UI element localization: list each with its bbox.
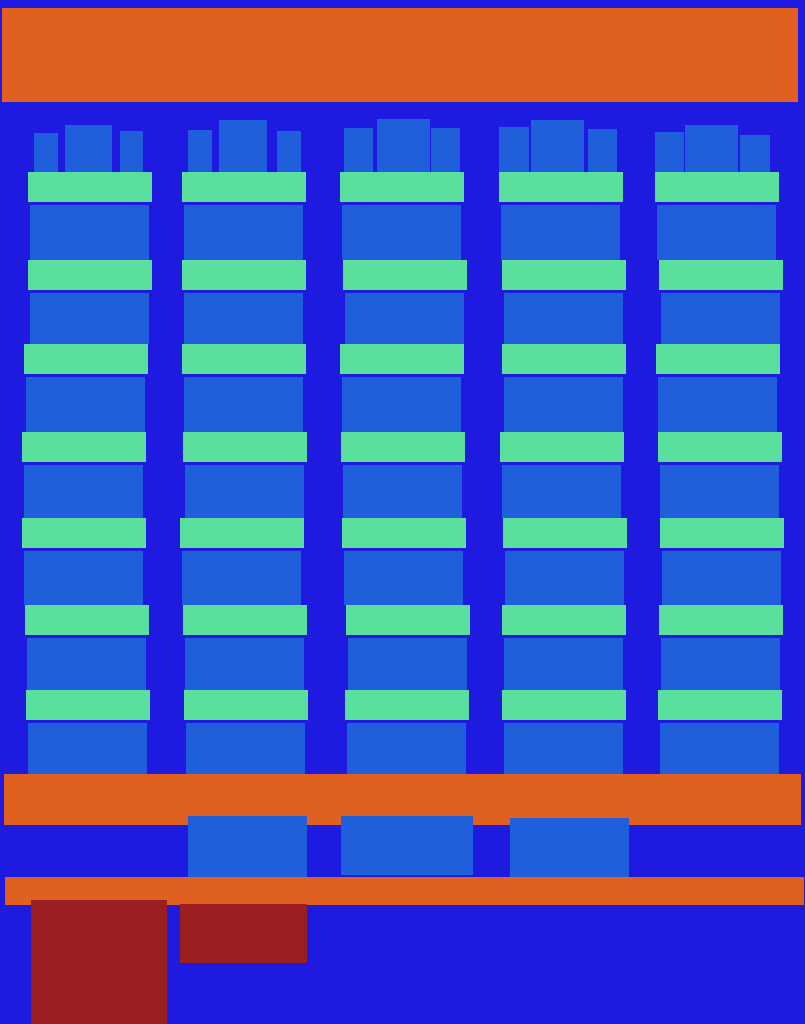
tower-3-level-1-green-slab <box>340 172 464 202</box>
lower-tile-1 <box>188 816 307 880</box>
tower-4-cap-tile <box>499 127 529 172</box>
tower-3-level-3-blue-tile <box>342 377 461 432</box>
tower-3-level-7-green-slab <box>345 690 469 720</box>
tower-2-level-3-blue-tile <box>184 377 303 432</box>
tower-4-level-4-green-slab <box>500 432 624 462</box>
tower-3-level-5-blue-tile <box>344 551 463 605</box>
tower-5-level-2-blue-tile <box>661 293 780 344</box>
tower-1-level-1-green-slab <box>28 172 152 202</box>
lower-tile-2 <box>341 816 473 875</box>
tower-3-level-7-blue-tile <box>347 723 466 778</box>
tower-3-level-2-blue-tile <box>345 293 464 344</box>
tower-2-level-7-blue-tile <box>186 723 305 778</box>
tower-1-level-4-blue-tile <box>24 465 143 518</box>
tower-3-cap-tile <box>377 119 430 172</box>
tower-2-level-1-blue-tile <box>184 205 303 260</box>
tower-2-level-2-blue-tile <box>184 293 303 344</box>
tower-3-level-4-blue-tile <box>343 465 462 518</box>
tower-3-level-1-blue-tile <box>342 205 461 260</box>
tower-5-cap-tile <box>655 132 684 176</box>
tower-2-level-4-blue-tile <box>185 465 304 518</box>
tower-3-level-3-green-slab <box>340 344 464 374</box>
tower-5-level-7-green-slab <box>658 690 782 720</box>
tower-1-level-1-blue-tile <box>30 205 149 260</box>
tower-5-level-5-green-slab <box>660 518 784 548</box>
red-crate-1 <box>31 900 167 1024</box>
top-orange-bar <box>2 8 798 102</box>
tower-3-level-4-green-slab <box>341 432 465 462</box>
tower-2-level-2-green-slab <box>182 260 306 290</box>
tower-1-cap-tile <box>120 131 143 173</box>
tower-2-level-5-green-slab <box>180 518 304 548</box>
tower-3-level-6-green-slab <box>346 605 470 635</box>
tower-2-level-1-green-slab <box>182 172 306 202</box>
tower-2-cap-tile <box>277 131 301 173</box>
tower-5-level-3-green-slab <box>656 344 780 374</box>
tower-5-level-6-green-slab <box>659 605 783 635</box>
tower-4-cap-tile <box>588 129 617 172</box>
tower-5-level-1-blue-tile <box>657 205 776 260</box>
tower-5-level-2-green-slab <box>659 260 783 290</box>
tower-2-level-3-green-slab <box>182 344 306 374</box>
tower-1-level-6-green-slab <box>25 605 149 635</box>
tower-1-level-3-blue-tile <box>26 377 145 432</box>
tower-3-level-6-blue-tile <box>348 638 467 690</box>
lower-tile-3 <box>510 818 629 882</box>
tower-4-level-2-blue-tile <box>504 293 623 344</box>
tower-2-level-4-green-slab <box>183 432 307 462</box>
tower-4-level-3-blue-tile <box>504 377 623 432</box>
tower-2-cap-tile <box>219 120 267 173</box>
tower-1-level-3-green-slab <box>24 344 148 374</box>
tower-4-level-7-blue-tile <box>504 723 623 778</box>
tower-5-cap-tile <box>740 135 770 176</box>
tower-5-level-5-blue-tile <box>662 551 781 605</box>
tower-1-level-6-blue-tile <box>27 638 146 690</box>
tower-1-level-7-blue-tile <box>28 723 147 778</box>
tower-1-level-2-blue-tile <box>30 293 149 344</box>
tower-4-level-4-blue-tile <box>502 465 621 518</box>
tower-1-level-5-green-slab <box>22 518 146 548</box>
tower-4-level-5-green-slab <box>503 518 627 548</box>
tower-2-level-6-blue-tile <box>185 638 304 690</box>
tower-4-level-6-green-slab <box>502 605 626 635</box>
tower-3-cap-tile <box>431 128 460 172</box>
tower-2-level-5-blue-tile <box>182 551 301 605</box>
tower-4-level-3-green-slab <box>502 344 626 374</box>
tower-1-cap-tile <box>65 125 112 173</box>
tower-2-level-7-green-slab <box>184 690 308 720</box>
tower-4-level-1-green-slab <box>499 172 623 202</box>
tower-5-cap-tile <box>685 125 738 176</box>
tower-4-level-1-blue-tile <box>501 205 620 260</box>
tower-1-level-4-green-slab <box>22 432 146 462</box>
tower-5-level-4-blue-tile <box>660 465 779 518</box>
tower-1-level-2-green-slab <box>28 260 152 290</box>
red-crate-2 <box>180 904 307 963</box>
tower-1-level-5-blue-tile <box>24 551 143 605</box>
tower-4-level-7-green-slab <box>502 690 626 720</box>
tower-1-cap-tile <box>34 133 58 173</box>
tower-4-level-6-blue-tile <box>504 638 623 690</box>
tower-5-level-3-blue-tile <box>658 377 777 432</box>
tower-2-cap-tile <box>188 130 212 173</box>
tower-4-cap-tile <box>531 120 584 172</box>
tower-5-level-4-green-slab <box>658 432 782 462</box>
tower-3-level-2-green-slab <box>343 260 467 290</box>
tower-4-level-5-blue-tile <box>505 551 624 605</box>
tower-5-level-6-blue-tile <box>661 638 780 690</box>
tower-4-level-2-green-slab <box>502 260 626 290</box>
tower-3-level-5-green-slab <box>342 518 466 548</box>
tower-5-level-7-blue-tile <box>660 723 779 778</box>
tower-1-level-7-green-slab <box>26 690 150 720</box>
tower-2-level-6-green-slab <box>183 605 307 635</box>
tower-3-cap-tile <box>344 128 373 172</box>
tower-5-level-1-green-slab <box>655 172 779 202</box>
